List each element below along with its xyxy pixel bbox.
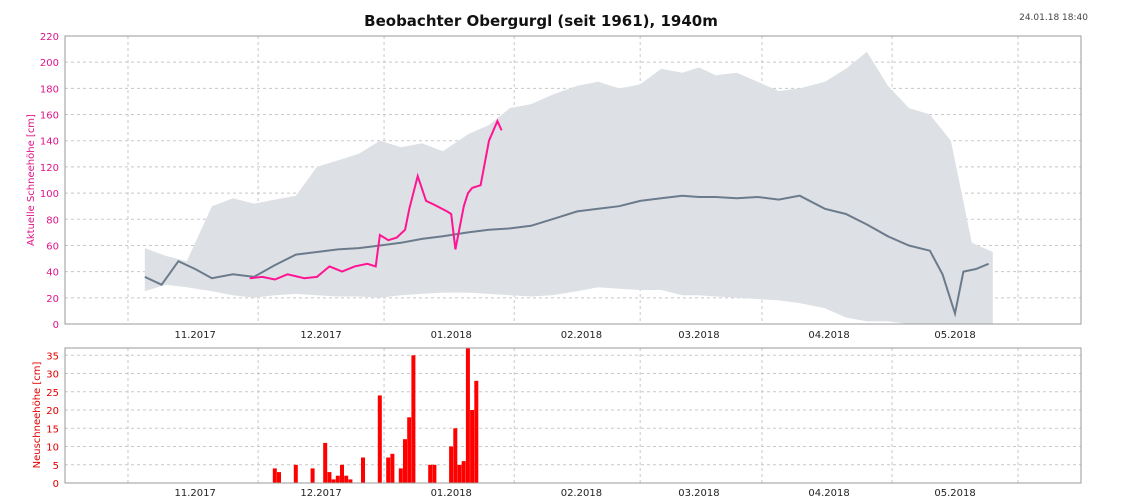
bottom-y-tick-label: 30 bbox=[46, 370, 59, 381]
new-snow-bar bbox=[348, 479, 353, 483]
top-y-tick-label: 40 bbox=[46, 268, 59, 279]
new-snow-bar bbox=[449, 446, 454, 483]
top-x-tick-label: 02.2018 bbox=[561, 330, 602, 341]
top-y-tick-label: 20 bbox=[46, 294, 59, 305]
new-snow-bar bbox=[403, 439, 407, 483]
bottom-y-tick-label: 5 bbox=[53, 461, 59, 472]
new-snow-bar bbox=[428, 464, 433, 483]
bottom-y-tick-label: 20 bbox=[46, 406, 59, 417]
new-snow-bar bbox=[340, 464, 344, 483]
bottom-x-tick-label: 12.2017 bbox=[300, 488, 341, 499]
new-snow-bar bbox=[293, 464, 298, 483]
top-x-tick-label: 03.2018 bbox=[678, 330, 719, 341]
top-y-tick-label: 0 bbox=[53, 320, 59, 331]
new-snow-bar bbox=[407, 417, 412, 483]
top-plot-frame bbox=[64, 35, 1082, 325]
top-x-tick-label: 11.2017 bbox=[174, 330, 215, 341]
top-y-tick-label: 160 bbox=[40, 111, 59, 122]
top-x-tick-labels: 11.2017 12.2017 01.2018 02.2018 03.2018 04.20… bbox=[174, 330, 975, 341]
new-snow-bar bbox=[465, 348, 470, 483]
new-snow-bar bbox=[457, 464, 462, 483]
bottom-x-tick-label: 05.2018 bbox=[934, 488, 975, 499]
bottom-x-tick-label: 01.2018 bbox=[431, 488, 472, 499]
bottom-y-tick-labels: 0 5 10 15 20 25 30 35 bbox=[46, 351, 59, 490]
top-x-tick-label: 01.2018 bbox=[431, 330, 472, 341]
top-y-tick-label: 140 bbox=[40, 137, 59, 148]
bottom-y-tick-label: 15 bbox=[46, 424, 59, 435]
range-band bbox=[144, 51, 993, 324]
bottom-y-tick-label: 25 bbox=[46, 388, 59, 399]
new-snow-bar bbox=[398, 468, 403, 483]
new-snow-bar bbox=[470, 410, 475, 483]
bottom-x-tick-label: 11.2017 bbox=[174, 488, 215, 499]
bottom-y-axis-label: Neuschneehöhe [cm] bbox=[32, 361, 43, 468]
bottom-x-tick-label: 03.2018 bbox=[678, 488, 719, 499]
timestamp: 24.01.18 18:40 bbox=[1019, 13, 1088, 23]
bottom-y-tick-label: 0 bbox=[53, 479, 59, 490]
median-line bbox=[144, 194, 989, 318]
top-y-tick-labels: 0 20 40 60 80 100 120 140 160 180 200 220 bbox=[40, 32, 59, 331]
bottom-y-tick-label: 10 bbox=[46, 443, 59, 454]
bottom-x-tick-label: 02.2018 bbox=[561, 488, 602, 499]
current-season-line bbox=[249, 118, 503, 281]
bottom-grid bbox=[65, 348, 1081, 483]
top-y-tick-label: 120 bbox=[40, 163, 59, 174]
new-snow-bar bbox=[327, 472, 332, 483]
top-y-axis-label: Aktuelle Schneehöhe [cm] bbox=[26, 114, 37, 246]
new-snow-bar bbox=[310, 468, 315, 483]
bottom-x-tick-labels: 11.2017 12.2017 01.2018 02.2018 03.2018 04.20… bbox=[174, 488, 975, 499]
top-y-tick-label: 60 bbox=[46, 241, 59, 252]
new-snow-bar bbox=[474, 380, 479, 483]
new-snow-bars bbox=[272, 348, 479, 483]
top-x-tick-label: 04.2018 bbox=[808, 330, 849, 341]
top-y-tick-label: 80 bbox=[46, 215, 59, 226]
new-snow-bar bbox=[386, 457, 391, 483]
bottom-plot-frame bbox=[64, 347, 1082, 484]
bottom-x-tick-label: 04.2018 bbox=[808, 488, 849, 499]
top-y-tick-label: 180 bbox=[40, 84, 59, 95]
new-snow-bar bbox=[453, 428, 458, 483]
new-snow-bar bbox=[335, 475, 340, 483]
new-snow-bar bbox=[323, 442, 328, 483]
new-snow-bar bbox=[344, 475, 349, 483]
new-snow-bar bbox=[277, 472, 281, 483]
new-snow-bar bbox=[361, 457, 365, 483]
top-x-tick-label: 05.2018 bbox=[934, 330, 975, 341]
new-snow-bar bbox=[390, 453, 395, 483]
new-snow-bar bbox=[272, 468, 277, 483]
top-y-tick-label: 220 bbox=[40, 32, 59, 43]
new-snow-bar bbox=[377, 395, 382, 483]
top-x-tick-label: 12.2017 bbox=[300, 330, 341, 341]
bottom-y-tick-label: 35 bbox=[46, 351, 59, 362]
chart-title: Beobachter Obergurgl (seit 1961), 1940m bbox=[364, 12, 718, 30]
top-y-tick-label: 100 bbox=[40, 189, 59, 200]
new-snow-bar bbox=[411, 355, 416, 483]
new-snow-bar bbox=[432, 464, 437, 483]
new-snow-bar bbox=[331, 479, 336, 483]
new-snow-bar bbox=[461, 461, 466, 483]
top-y-tick-label: 200 bbox=[40, 58, 59, 69]
